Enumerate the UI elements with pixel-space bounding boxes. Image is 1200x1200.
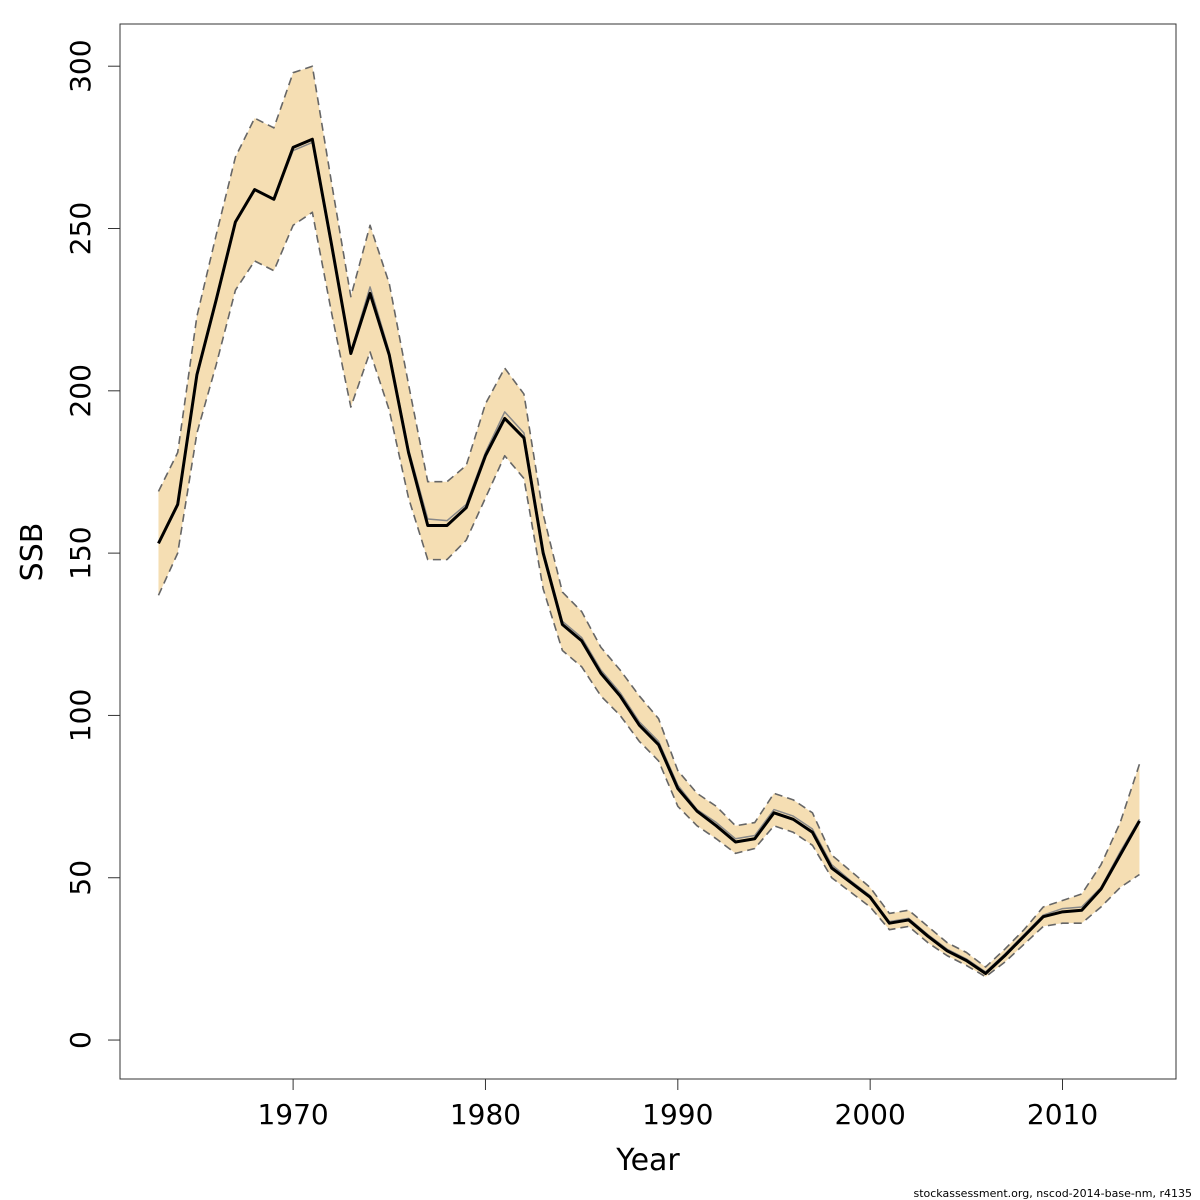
footnote: stockassessment.org, nscod-2014-base-nm,… <box>913 1187 1192 1200</box>
series-lines-layer <box>157 65 1141 978</box>
y-axis: 0 50 100 150 200 250 300 <box>64 39 121 1049</box>
y-tick-label: 200 <box>64 364 97 417</box>
y-tick-label: 250 <box>64 202 97 255</box>
x-tick-label: 2000 <box>835 1098 906 1131</box>
confidence-band-layer <box>158 66 1140 977</box>
y-tick-label: 100 <box>64 689 97 742</box>
estimate-line <box>157 137 1141 975</box>
y-axis-title: SSB <box>15 523 50 582</box>
x-tick-label: 1990 <box>642 1098 713 1131</box>
x-tick-label: 2010 <box>1027 1098 1098 1131</box>
upper-bound-line <box>157 65 1141 968</box>
confidence-band <box>158 66 1140 977</box>
x-tick-label: 1970 <box>257 1098 328 1131</box>
x-axis-title: Year <box>615 1143 680 1178</box>
y-tick-label: 50 <box>64 860 97 896</box>
x-axis: 1970 1980 1990 2000 2010 <box>257 1078 1098 1131</box>
x-tick-label: 1980 <box>450 1098 521 1131</box>
y-tick-label: 300 <box>64 39 97 92</box>
y-tick-label: 150 <box>64 526 97 579</box>
y-tick-label: 0 <box>64 1031 97 1049</box>
lower-bound-line <box>157 211 1140 978</box>
